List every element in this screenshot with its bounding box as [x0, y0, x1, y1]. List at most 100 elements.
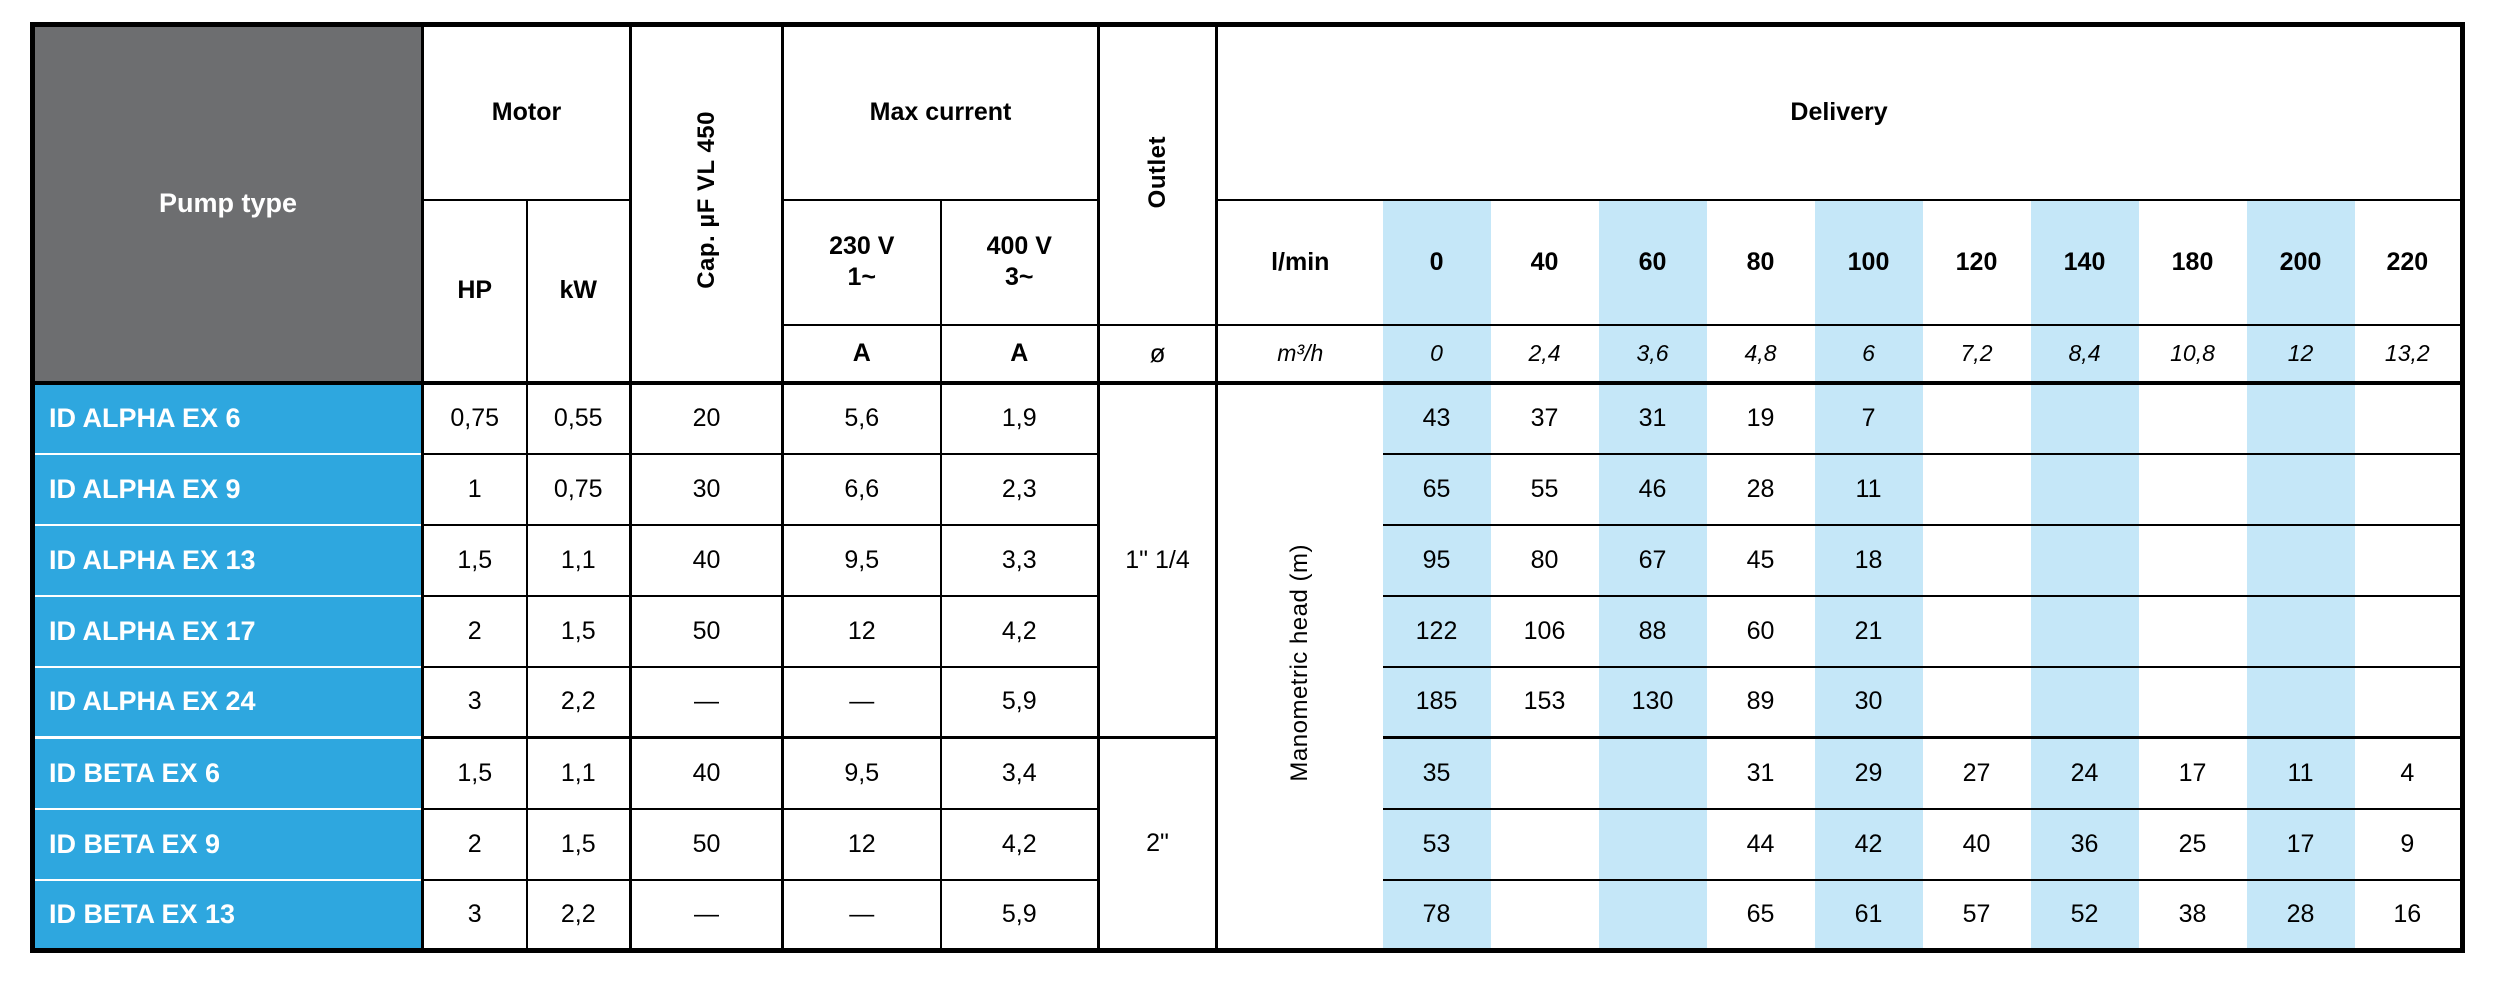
head-value: 38 [2138, 878, 2247, 951]
head-value [2246, 523, 2355, 596]
capacitor-value: 20 [629, 381, 783, 454]
voltage-400-line2: 3~ [1005, 263, 1034, 291]
delivery-header: Delivery [1215, 24, 2463, 201]
header-row-1: Pump type Motor Cap. µF VL 450 Max curre… [32, 24, 2463, 383]
flow-m3h-header: 3,6 [1598, 324, 1707, 383]
flow-lmin-header: 80 [1706, 199, 1815, 326]
capacitor-header: Cap. µF VL 450 [629, 24, 783, 383]
head-value: 55 [1490, 452, 1599, 525]
head-value [2246, 381, 2355, 454]
head-value [2138, 594, 2247, 667]
head-value [2138, 452, 2247, 525]
voltage-230-line2: 1~ [847, 263, 877, 291]
head-value [2354, 523, 2463, 596]
flow-lmin-header: 120 [1922, 199, 2031, 326]
flow-lmin-header: 180 [2138, 199, 2247, 326]
motor-kw-value: 1,5 [525, 594, 631, 667]
outlet-header-text: Outlet [1143, 135, 1171, 208]
head-value: 122 [1382, 594, 1491, 667]
head-value: 45 [1706, 523, 1815, 596]
flow-lmin-header: 40 [1490, 199, 1599, 326]
head-value: 44 [1706, 807, 1815, 880]
head-value: 52 [2030, 878, 2139, 951]
head-value: 36 [2030, 807, 2139, 880]
pump-row: ID ALPHA EX 17 2 1,5 50 12 4,2 122 106 88 60 21 [32, 594, 2463, 667]
head-value: 27 [1922, 736, 2031, 809]
head-value: 61 [1814, 878, 1923, 951]
head-value [2354, 594, 2463, 667]
head-value: 130 [1598, 665, 1707, 738]
current-400v-value: 5,9 [939, 878, 1099, 951]
flow-lmin-header: 200 [2246, 199, 2355, 326]
head-value [2030, 381, 2139, 454]
head-value: 24 [2030, 736, 2139, 809]
head-value [1598, 736, 1707, 809]
head-value: 28 [2246, 878, 2355, 951]
pump-row: ID BETA EX 6 1,5 1,1 40 9,5 3,4 2" 35 31 29 27 24 17… [32, 736, 2463, 951]
pump-row: ID ALPHA EX 24 3 2,2— —5,9 185 153 130 89 30 [32, 665, 2463, 738]
head-value [1922, 523, 2031, 596]
head-value: 78 [1382, 878, 1491, 951]
motor-kw-value: 1,5 [525, 807, 631, 880]
head-value [1490, 736, 1599, 809]
head-value [2030, 594, 2139, 667]
outlet-header: Outlet [1097, 24, 1217, 326]
head-value: 60 [1706, 594, 1815, 667]
pump-row: ID BETA EX 13 3 2,2— —5,9 78 65 61 57 52 38 28 16 [32, 878, 2463, 951]
head-value: 29 [1814, 736, 1923, 809]
current-230v-value: — [781, 878, 941, 951]
head-value [2246, 594, 2355, 667]
motor-kw-value: 0,75 [525, 452, 631, 525]
current-230v-value: 5,6 [781, 381, 941, 454]
head-value: 80 [1490, 523, 1599, 596]
head-value: 43 [1382, 381, 1491, 454]
head-value: 37 [1490, 381, 1599, 454]
pump-row: ID ALPHA EX 9 1 0,75 30 6,6 2,3 65 55 46 28 11 [32, 452, 2463, 525]
head-value: 25 [2138, 807, 2247, 880]
head-value [1490, 807, 1599, 880]
voltage-400-header: 400 V 3~ [939, 199, 1099, 326]
head-value [1490, 878, 1599, 951]
head-value: 11 [1814, 452, 1923, 525]
flow-lmin-header: 0 [1382, 199, 1491, 326]
current-400v-value: 2,3 [939, 452, 1099, 525]
pump-name: ID ALPHA EX 24 [32, 665, 423, 738]
pump-name: ID BETA EX 6 [32, 736, 423, 809]
motor-hp-value: 1,5 [421, 523, 527, 596]
outlet-value: 2" [1097, 736, 1217, 951]
head-value: 53 [1382, 807, 1491, 880]
capacitor-value: 40 [629, 736, 783, 809]
current-230v-value: 9,5 [781, 736, 941, 809]
head-value: 89 [1706, 665, 1815, 738]
current-230v-value: 12 [781, 807, 941, 880]
capacitor-value: — [629, 665, 783, 738]
voltage-230-line1: 230 V [829, 231, 895, 260]
motor-kw-value: 1,1 [525, 736, 631, 809]
pump-datasheet: Pump type Motor Cap. µF VL 450 Max curre… [30, 22, 2466, 953]
head-value [1922, 665, 2031, 738]
amp-230-label: A [781, 324, 941, 383]
head-value [1598, 807, 1707, 880]
head-value: 65 [1706, 878, 1815, 951]
amp-400-label: A [939, 324, 1099, 383]
pump-spec-table: Pump type Motor Cap. µF VL 450 Max curre… [30, 22, 2466, 953]
motor-hp-value: 1 [421, 452, 527, 525]
head-value: 11 [2246, 736, 2355, 809]
head-value: 21 [1814, 594, 1923, 667]
header-row-2: HP kW 230 V 1~ 400 V 3~ l/min 0 40 60 80 100… [33, 199, 2463, 383]
flow-m3h-header: 10,8 [2170, 339, 2215, 366]
head-value: 35 [1382, 736, 1491, 809]
head-value: 153 [1490, 665, 1599, 738]
head-value [2354, 665, 2463, 738]
capacitor-value: — [629, 878, 783, 951]
kw-header: kW [525, 199, 631, 383]
hp-header: HP [421, 199, 527, 383]
motor-kw-value: 1,1 [525, 523, 631, 596]
motor-header: Motor [420, 24, 631, 201]
voltage-400-line1: 400 V [986, 231, 1052, 260]
head-value [2138, 381, 2247, 454]
voltage-230-header: 230 V 1~ [781, 199, 941, 326]
pump-row: ID ALPHA EX 13 1,5 1,1 40 9,5 3,3 95 80 67 45 18 [32, 523, 2463, 596]
motor-hp-value: 3 [421, 878, 527, 951]
head-value: 7 [1814, 381, 1923, 454]
